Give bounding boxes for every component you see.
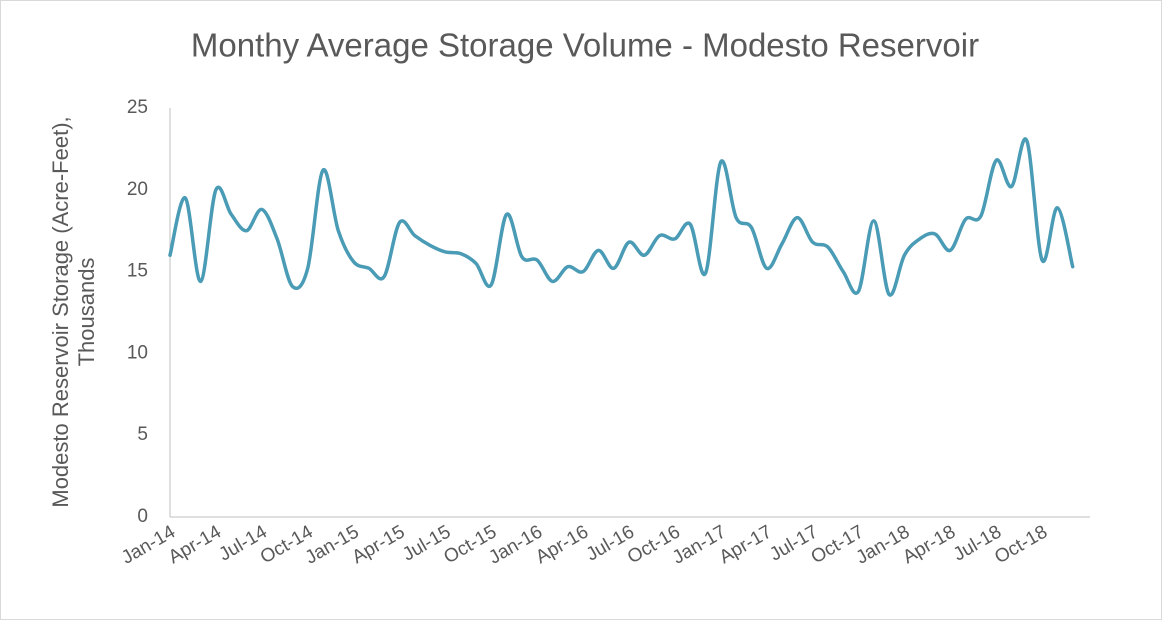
- data-line: [168, 137, 1075, 297]
- y-axis-title: Thousands: [74, 258, 99, 367]
- y-tick-label: 0: [137, 506, 148, 527]
- y-tick-label: 25: [127, 97, 148, 118]
- y-axis-title: Modesto Reservoir Storage (Acre-Feet),: [48, 116, 73, 507]
- y-tick-label: 20: [127, 179, 148, 200]
- y-tick-label: 5: [137, 424, 148, 445]
- y-tick-label: 15: [127, 261, 148, 282]
- chart-title: Monthy Average Storage Volume - Modesto …: [191, 27, 979, 64]
- y-tick-label: 10: [127, 342, 148, 363]
